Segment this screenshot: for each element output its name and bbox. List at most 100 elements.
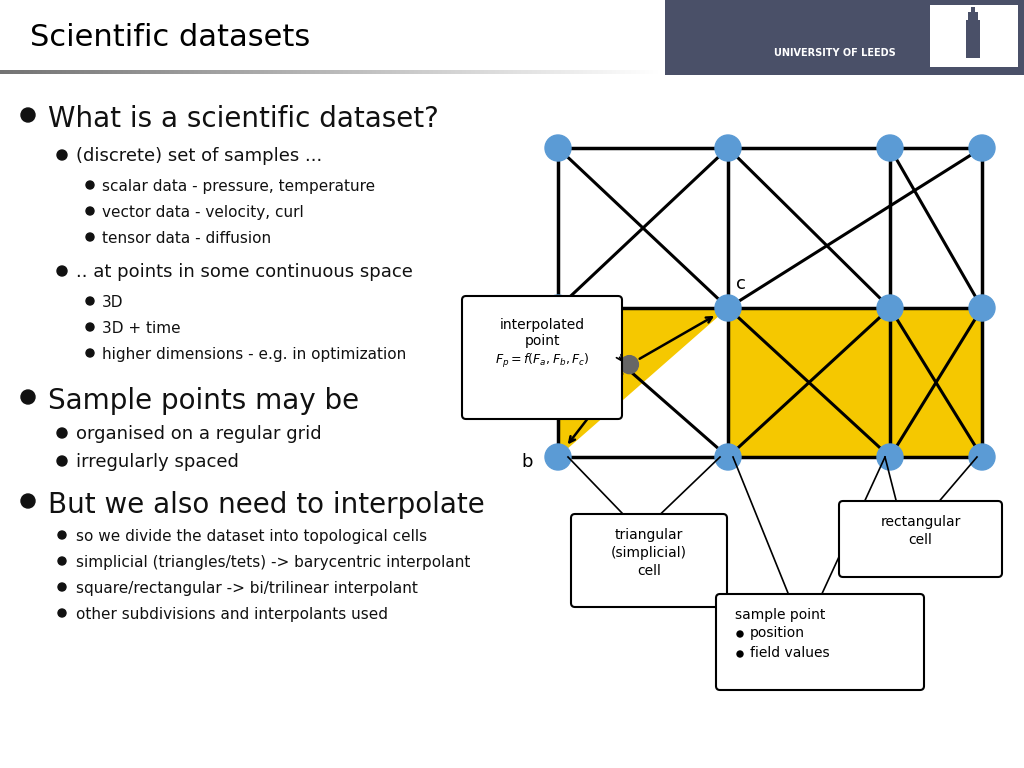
Text: other subdivisions and interpolants used: other subdivisions and interpolants used — [76, 607, 388, 622]
Bar — [53, 70, 55, 74]
Bar — [343, 70, 345, 74]
Bar — [99, 70, 101, 74]
Circle shape — [86, 323, 94, 331]
Circle shape — [737, 651, 743, 657]
Bar — [508, 70, 510, 74]
Text: UNIVERSITY OF LEEDS: UNIVERSITY OF LEEDS — [774, 48, 896, 58]
Bar — [27, 70, 29, 74]
Bar — [605, 70, 607, 74]
Bar — [479, 70, 482, 74]
Bar — [255, 70, 257, 74]
Bar — [299, 70, 301, 74]
Text: position: position — [750, 626, 805, 640]
Bar — [228, 70, 231, 74]
Bar — [284, 70, 286, 74]
Bar — [134, 70, 136, 74]
Bar — [328, 70, 330, 74]
Bar — [163, 70, 165, 74]
Bar — [370, 70, 372, 74]
Bar — [644, 70, 647, 74]
Bar — [418, 70, 420, 74]
Bar — [561, 70, 563, 74]
Bar — [414, 70, 416, 74]
Bar — [182, 70, 184, 74]
Bar — [394, 70, 396, 74]
Bar — [374, 70, 376, 74]
Bar — [402, 70, 404, 74]
Circle shape — [22, 494, 35, 508]
FancyBboxPatch shape — [571, 514, 727, 607]
Bar — [11, 70, 13, 74]
Circle shape — [969, 295, 995, 321]
Bar — [435, 70, 438, 74]
Bar — [627, 70, 629, 74]
Bar — [525, 70, 528, 74]
Bar — [178, 70, 180, 74]
Bar — [233, 70, 236, 74]
Bar — [75, 70, 77, 74]
Bar — [565, 70, 567, 74]
Text: Scientific datasets: Scientific datasets — [30, 24, 310, 52]
Bar — [444, 70, 446, 74]
Bar — [189, 70, 191, 74]
Text: c: c — [736, 275, 745, 293]
Bar — [314, 70, 316, 74]
Bar — [161, 70, 163, 74]
Bar — [42, 70, 44, 74]
Bar — [407, 70, 410, 74]
Text: scalar data - pressure, temperature: scalar data - pressure, temperature — [102, 179, 375, 194]
Bar — [216, 70, 218, 74]
Bar — [150, 70, 152, 74]
Bar — [105, 70, 108, 74]
Bar — [251, 70, 253, 74]
Bar — [466, 70, 469, 74]
Bar — [523, 70, 525, 74]
Bar — [128, 70, 130, 74]
Bar — [462, 70, 464, 74]
Bar — [332, 70, 335, 74]
Bar — [362, 70, 366, 74]
Text: point: point — [524, 334, 560, 348]
Bar — [268, 70, 270, 74]
Bar — [636, 70, 638, 74]
Bar — [15, 70, 17, 74]
Bar — [629, 70, 632, 74]
Bar — [9, 70, 11, 74]
Text: field values: field values — [750, 646, 829, 660]
Bar — [90, 70, 92, 74]
Text: interpolated: interpolated — [500, 318, 585, 332]
Bar — [101, 70, 103, 74]
Bar — [92, 70, 94, 74]
Bar — [410, 70, 412, 74]
Bar — [376, 70, 379, 74]
Bar — [297, 70, 299, 74]
Bar — [38, 70, 40, 74]
Bar — [303, 70, 306, 74]
Bar — [249, 70, 251, 74]
Bar — [244, 70, 247, 74]
Bar — [2, 70, 4, 74]
Bar — [638, 70, 640, 74]
Bar — [147, 70, 150, 74]
Bar — [242, 70, 244, 74]
Bar — [389, 70, 391, 74]
Bar — [596, 70, 598, 74]
Bar — [438, 70, 440, 74]
Bar — [77, 70, 79, 74]
Bar — [521, 70, 523, 74]
Text: square/rectangular -> bi/trilinear interpolant: square/rectangular -> bi/trilinear inter… — [76, 581, 418, 596]
Circle shape — [877, 295, 903, 321]
Circle shape — [86, 207, 94, 215]
Bar — [152, 70, 154, 74]
Bar — [513, 70, 515, 74]
Bar — [500, 70, 502, 74]
Bar — [546, 70, 548, 74]
Bar — [169, 70, 172, 74]
Bar — [535, 70, 537, 74]
Bar — [224, 70, 226, 74]
Bar — [383, 70, 385, 74]
Bar — [97, 70, 99, 74]
Bar — [187, 70, 189, 74]
Text: triangular: triangular — [614, 528, 683, 542]
Bar — [625, 70, 627, 74]
